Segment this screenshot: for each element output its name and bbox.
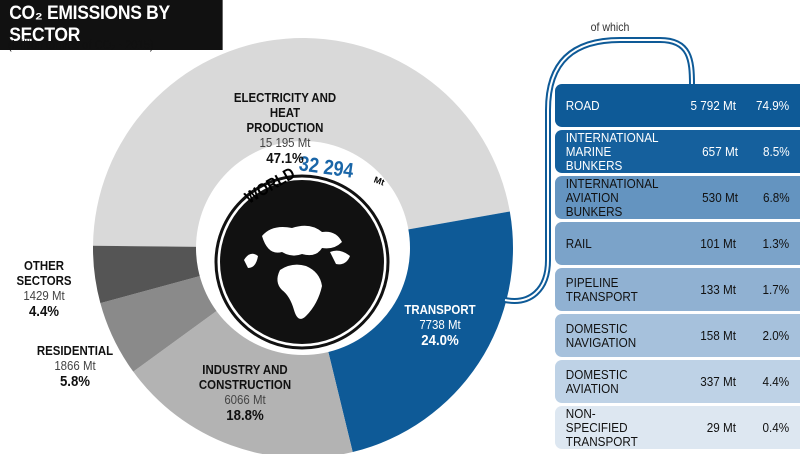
row-name: PIPELINE TRANSPORT	[565, 274, 638, 304]
breakdown-row: ROAD 5 792 Mt 74.9%	[555, 84, 800, 127]
row-name: INTERNATIONAL MARINE BUNKERS	[565, 129, 659, 173]
breakdown-row: NON-SPECIFIED TRANSPORT 29 Mt 0.4%	[555, 406, 800, 449]
slice-transport	[326, 211, 513, 453]
label-residential: RESIDENTIAL 1866 Mt 5.8%	[36, 343, 114, 390]
row-value: 133 Mt	[700, 282, 736, 297]
slice-industry-and-construction	[133, 306, 353, 454]
row-percent: 0.4%	[762, 420, 790, 435]
breakdown-row: PIPELINE TRANSPORT 133 Mt 1.7%	[555, 268, 800, 311]
row-value: 337 Mt	[700, 374, 736, 389]
row-name: ROAD	[565, 97, 600, 113]
row-name: DOMESTIC AVIATION	[565, 366, 628, 396]
label-electricity: ELECTRICITY AND HEAT PRODUCTION 15 195 M…	[233, 90, 337, 167]
label-other-sectors: OTHER SECTORS 1429 Mt 4.4%	[16, 258, 72, 320]
breakdown-row: DOMESTIC NAVIGATION 158 Mt 2.0%	[555, 314, 800, 357]
slice-other-sectors	[93, 245, 207, 304]
row-value: 657 Mt	[701, 144, 738, 159]
row-percent: 1.3%	[762, 236, 790, 251]
breakdown-row: RAIL 101 Mt 1.3%	[555, 222, 800, 265]
row-value: 101 Mt	[700, 236, 736, 251]
row-percent: 8.5%	[762, 144, 790, 159]
row-percent: 4.4%	[762, 374, 790, 389]
row-name: RAIL	[565, 235, 592, 251]
row-name: NON-SPECIFIED TRANSPORT	[565, 405, 638, 449]
transport-breakdown-table: ROAD 5 792 Mt 74.9% INTERNATIONAL MARINE BU…	[555, 84, 800, 452]
row-percent: 6.8%	[762, 190, 790, 205]
row-percent: 1.7%	[762, 282, 790, 297]
row-name: INTERNATIONAL AVIATION BUNKERS	[565, 175, 659, 219]
slice-residential	[100, 274, 223, 372]
row-value: 5 792 Mt	[690, 98, 736, 113]
globe-icon	[214, 174, 390, 350]
row-value: 530 Mt	[701, 190, 738, 205]
breakdown-row: DOMESTIC AVIATION 337 Mt 4.4%	[555, 360, 800, 403]
row-name: DOMESTIC NAVIGATION	[565, 320, 637, 350]
chart-title: CO₂ EMISSIONS BY SECTOR	[0, 0, 223, 50]
row-value: 29 Mt	[706, 420, 736, 435]
breakdown-row: INTERNATIONAL AVIATION BUNKERS 530 Mt 6.8%	[555, 176, 800, 219]
label-transport: TRANSPORT 7738 Mt 24.0%	[404, 302, 476, 349]
of-which-label: of which	[590, 20, 630, 34]
row-percent: 74.9%	[756, 98, 790, 113]
label-industry: INDUSTRY AND CONSTRUCTION 6066 Mt 18.8%	[198, 362, 292, 424]
breakdown-row: INTERNATIONAL MARINE BUNKERS 657 Mt 8.5%	[555, 130, 800, 173]
chart-subtitle: (Million tonnes of CO₂ - 2015)	[8, 37, 154, 52]
row-value: 158 Mt	[700, 328, 736, 343]
row-percent: 2.0%	[762, 328, 790, 343]
